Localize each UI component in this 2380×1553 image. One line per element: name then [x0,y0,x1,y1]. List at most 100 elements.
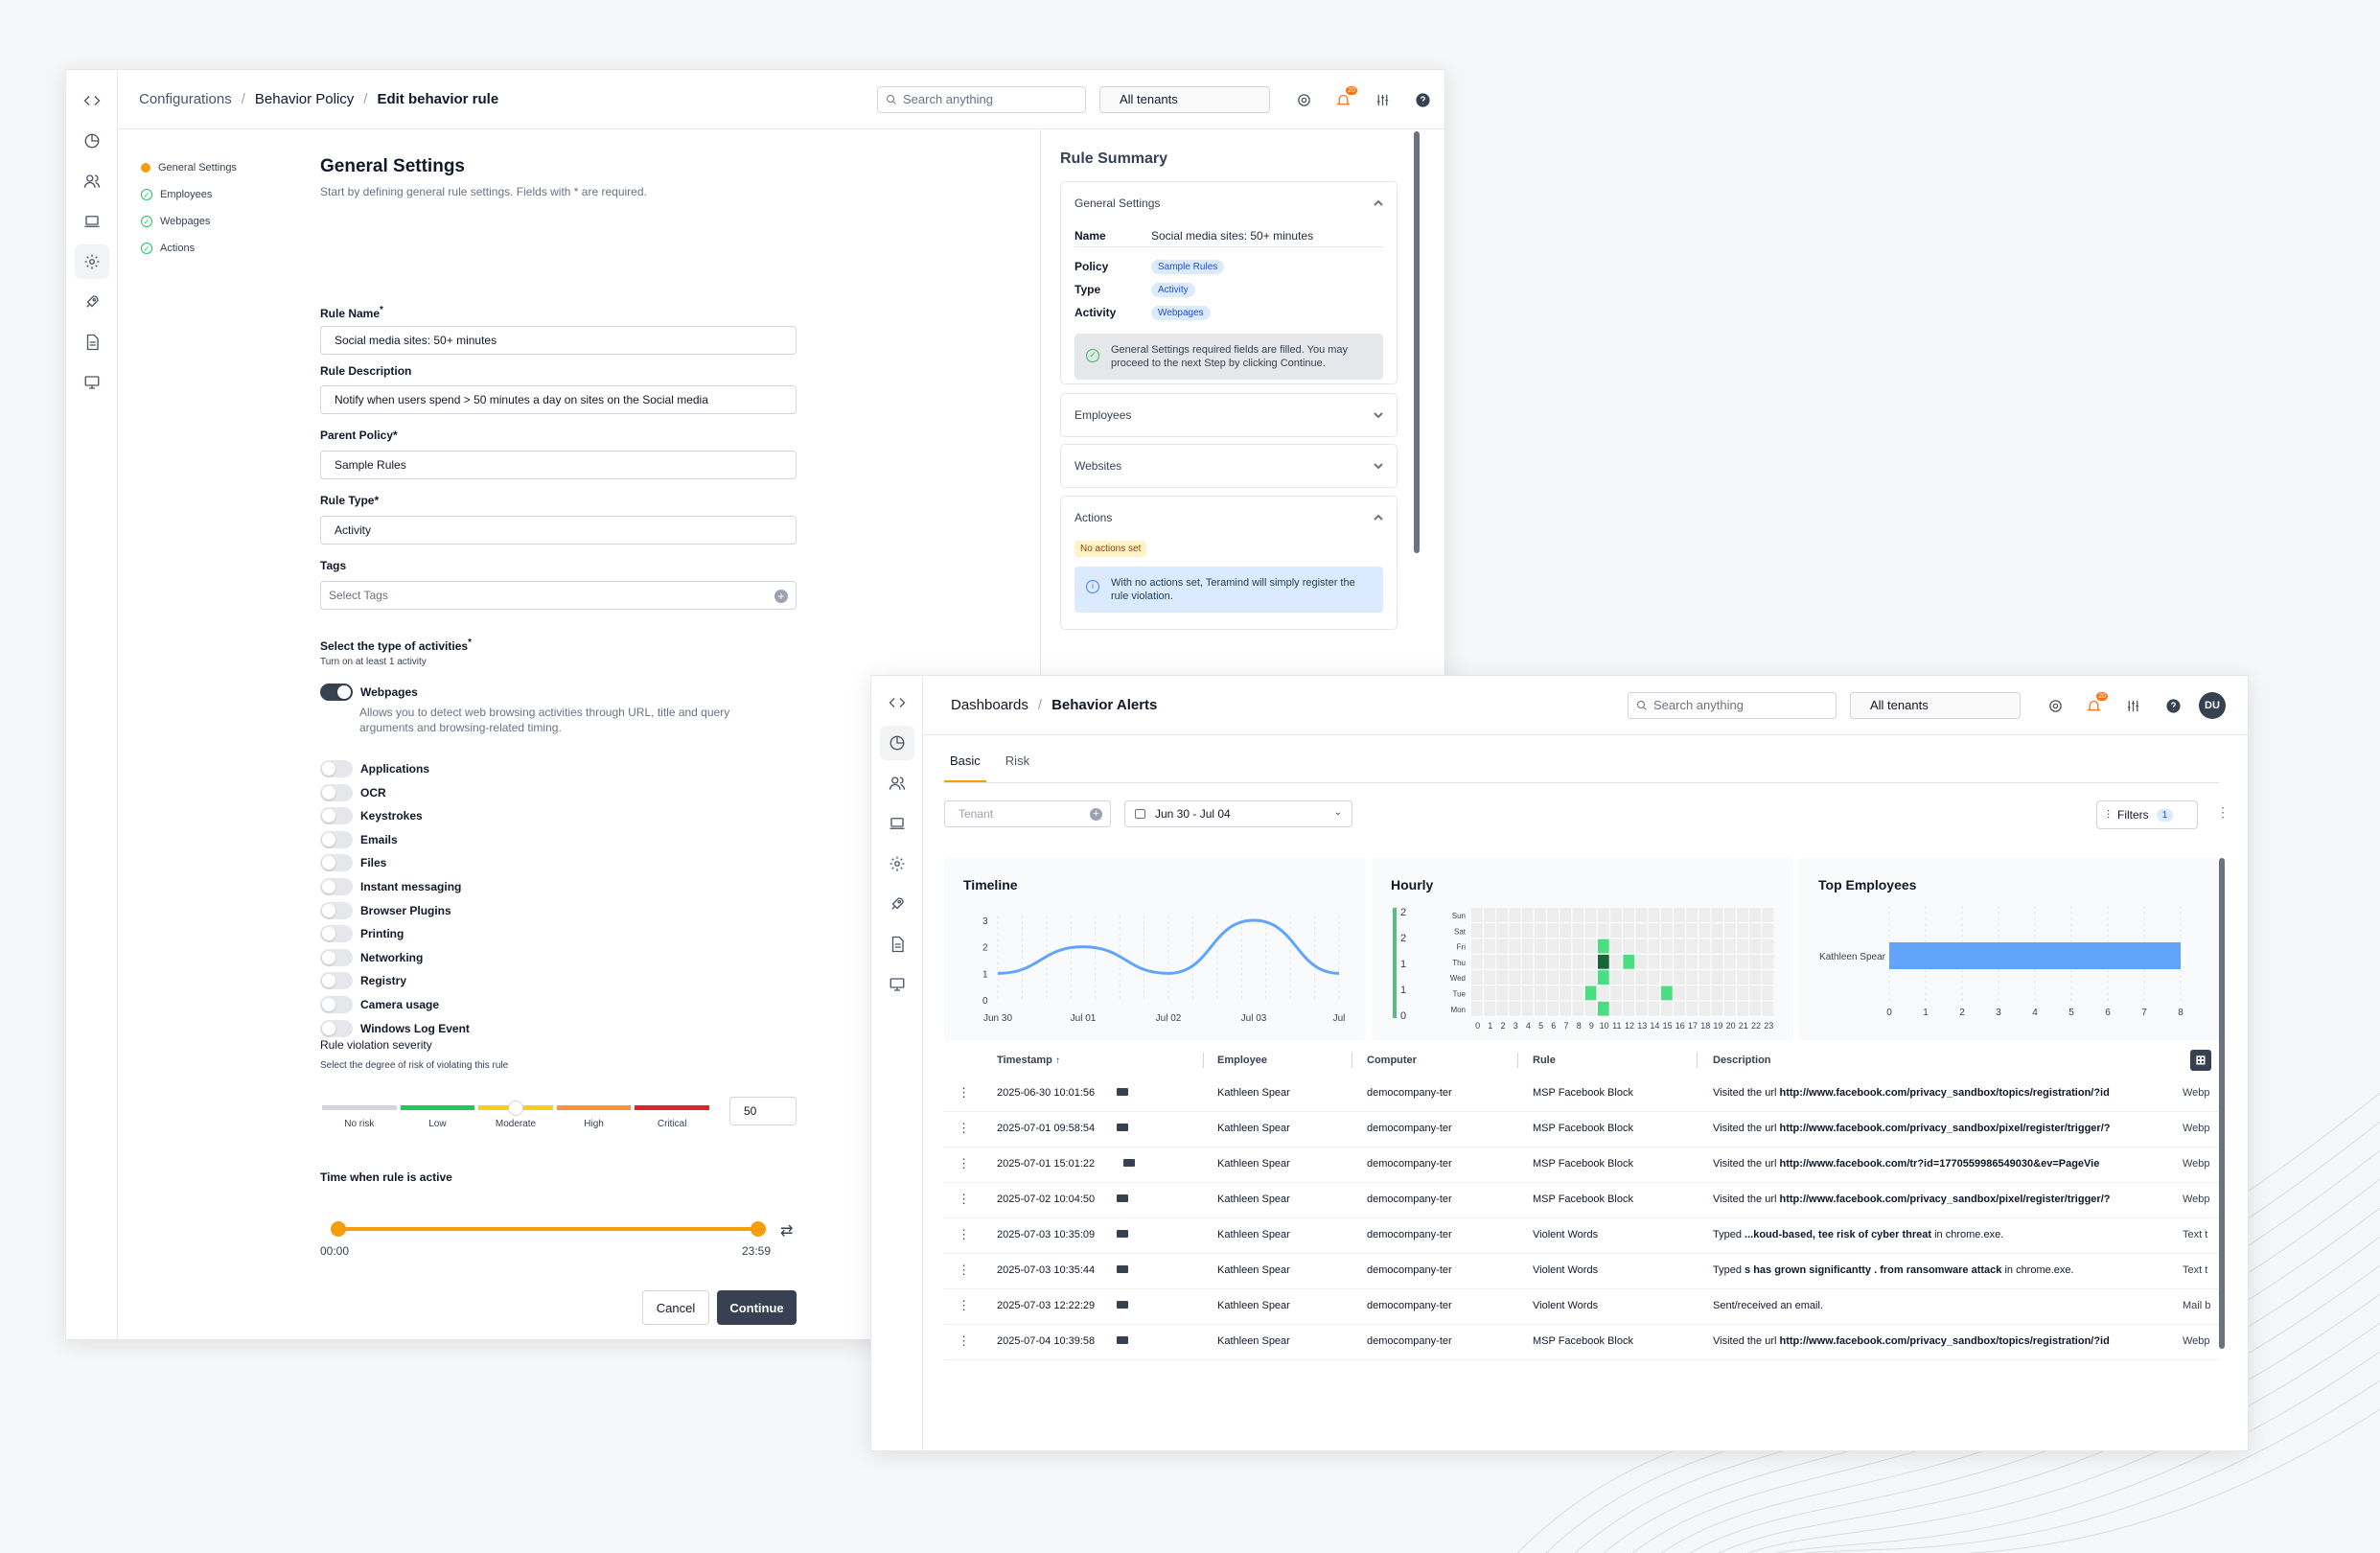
sliders-icon[interactable] [2122,695,2143,716]
rule-name-input[interactable]: Social media sites: 50+ minutes [320,326,797,355]
video-icon[interactable] [1117,1124,1128,1131]
activity-toggle[interactable] [320,854,353,872]
table-row[interactable]: ⋮ 2025-07-02 10:04:50 Kathleen Spear democo… [944,1183,2219,1218]
activity-toggle[interactable] [320,901,353,919]
video-icon[interactable] [1117,1336,1128,1344]
row-menu-icon[interactable]: ⋮ [958,1156,970,1171]
activity-toggle[interactable] [320,807,353,825]
code-icon[interactable] [880,685,914,720]
column-computer[interactable]: Computer [1367,1055,1417,1066]
add-tenant-icon[interactable]: + [1090,808,1102,821]
code-icon[interactable] [75,83,109,118]
activity-toggle-row[interactable]: Registry [320,972,406,990]
activity-toggle-row[interactable]: Printing [320,925,404,943]
table-row[interactable]: ⋮ 2025-06-30 10:01:56 Kathleen Spear democo… [944,1077,2219,1112]
employee-cell[interactable]: Kathleen Spear [1217,1264,1290,1276]
tags-select[interactable]: Select Tags + [320,581,797,610]
dashboard-icon[interactable] [879,726,914,760]
actions-header[interactable]: Actions [1061,497,1397,539]
activity-toggle-row[interactable]: Windows Log Event [320,1019,470,1037]
laptop-icon[interactable] [880,806,914,841]
row-menu-icon[interactable]: ⋮ [958,1333,970,1348]
help-icon[interactable] [2162,695,2184,716]
tab-risk[interactable]: Risk [1005,753,1030,768]
rocket-icon[interactable] [880,887,914,921]
column-description[interactable]: Description [1713,1055,1771,1066]
severity-value-input[interactable]: 50 [729,1097,797,1125]
users-icon[interactable] [880,766,914,800]
step-general-settings[interactable]: General Settings [141,154,237,181]
employee-cell[interactable]: Kathleen Spear [1217,1158,1290,1170]
webpages-toggle-row[interactable]: Webpages [320,684,418,701]
activity-toggle[interactable] [320,925,353,943]
add-tag-icon[interactable]: + [774,590,788,603]
more-options-icon[interactable]: ⋮ [2216,804,2230,820]
activity-toggle[interactable] [320,783,353,801]
summary-general-header[interactable]: General Settings [1061,182,1397,224]
summary-employees-card[interactable]: Employees [1060,393,1398,437]
row-menu-icon[interactable]: ⋮ [958,1192,970,1206]
employee-cell[interactable]: Kathleen Spear [1217,1194,1290,1205]
step-actions[interactable]: ✓ Actions [141,235,237,262]
column-employee[interactable]: Employee [1217,1055,1267,1066]
summary-websites-card[interactable]: Websites [1060,444,1398,488]
gear-icon[interactable] [2045,695,2066,716]
activity-toggle-row[interactable]: Instant messaging [320,878,461,895]
severity-segment[interactable] [400,1105,475,1110]
continue-button[interactable]: Continue [717,1290,797,1325]
rule-description-input[interactable]: Notify when users spend > 50 minutes a d… [320,385,797,414]
row-menu-icon[interactable]: ⋮ [958,1085,970,1100]
date-range-picker[interactable]: Jun 30 - Jul 04 ⌄ [1124,800,1352,827]
time-start-handle[interactable] [331,1221,346,1237]
row-menu-icon[interactable]: ⋮ [958,1263,970,1277]
tenant-select[interactable]: All tenants [1850,691,2021,719]
time-range-slider[interactable] [337,1227,759,1231]
settings-icon[interactable] [880,846,914,881]
video-icon[interactable] [1117,1230,1128,1238]
parent-policy-select[interactable]: Sample Rules [320,451,797,479]
notification-bell-icon[interactable]: 20 [2083,692,2108,716]
search-input[interactable]: Search anything [1628,691,1837,719]
activity-toggle-row[interactable]: Keystrokes [320,807,423,825]
step-employees[interactable]: ✓ Employees [141,181,237,208]
avatar[interactable]: DU [2199,692,2226,719]
video-icon[interactable] [1117,1265,1128,1273]
employee-cell[interactable]: Kathleen Spear [1217,1229,1290,1240]
cancel-button[interactable]: Cancel [642,1290,709,1325]
activity-toggle[interactable] [320,948,353,966]
activity-toggle-row[interactable]: OCR [320,783,386,801]
rule-type-select[interactable]: Activity [320,516,797,545]
severity-segment[interactable] [635,1105,709,1110]
breadcrumb-dashboards[interactable]: Dashboards [951,697,1028,713]
table-row[interactable]: ⋮ 2025-07-03 10:35:09 Kathleen Spear democo… [944,1218,2219,1254]
document-icon[interactable] [880,927,914,962]
video-icon[interactable] [1123,1159,1135,1167]
table-row[interactable]: ⋮ 2025-07-01 15:01:22 Kathleen Spear democo… [944,1147,2219,1183]
table-row[interactable]: ⋮ 2025-07-01 09:58:54 Kathleen Spear democo… [944,1112,2219,1147]
swap-icon[interactable]: ⇄ [780,1223,794,1240]
activity-toggle[interactable] [320,972,353,990]
column-rule[interactable]: Rule [1533,1055,1556,1066]
activity-toggle[interactable] [320,996,353,1013]
summary-scrollbar[interactable] [1414,131,1420,553]
table-row[interactable]: ⋮ 2025-07-03 10:35:44 Kathleen Spear democo… [944,1254,2219,1289]
laptop-icon[interactable] [75,204,109,239]
table-row[interactable]: ⋮ 2025-07-04 10:39:58 Kathleen Spear democo… [944,1325,2219,1360]
breadcrumb-configurations[interactable]: Configurations [139,91,232,107]
column-settings-icon[interactable]: ⊞ [2190,1050,2211,1071]
severity-slider[interactable] [320,1101,711,1116]
video-icon[interactable] [1117,1301,1128,1309]
help-icon[interactable] [1412,89,1433,110]
activity-toggle[interactable] [320,760,353,777]
time-end-handle[interactable] [751,1221,766,1237]
tab-basic[interactable]: Basic [944,745,986,782]
gear-icon[interactable] [1293,89,1314,110]
severity-segment[interactable] [556,1105,632,1110]
sliders-icon[interactable] [1372,89,1393,110]
filters-button[interactable]: ⫶ Filters 1 [2096,800,2198,829]
monitor-settings-icon[interactable] [880,967,914,1002]
row-menu-icon[interactable]: ⋮ [958,1298,970,1312]
monitor-settings-icon[interactable] [75,365,109,400]
dashboard-icon[interactable] [75,124,109,158]
row-menu-icon[interactable]: ⋮ [958,1227,970,1241]
